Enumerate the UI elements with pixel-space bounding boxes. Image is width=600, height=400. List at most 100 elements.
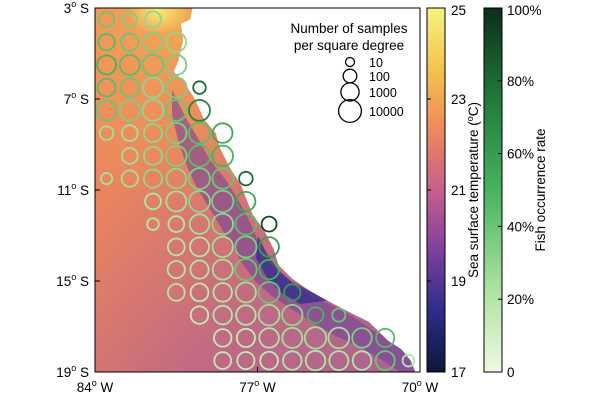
x-tick-label: 77o W <box>239 378 276 395</box>
sample-bubble <box>236 351 256 371</box>
x-tick-label: 84o W <box>77 378 114 395</box>
sample-bubble <box>213 351 233 370</box>
sample-bubble <box>304 349 327 372</box>
sample-bubble <box>144 192 162 211</box>
x-tick-label: 70o W <box>402 378 439 395</box>
sample-bubble <box>257 281 281 304</box>
sample-bubble <box>257 303 281 327</box>
sample-bubble <box>188 99 211 122</box>
size-legend-circle <box>340 82 360 102</box>
y-tick-label: 7o S <box>64 90 89 107</box>
fish-tick-label: 20% <box>507 292 534 307</box>
sample-bubble <box>328 350 350 372</box>
sample-bubble <box>165 190 188 213</box>
size-legend-circle <box>337 98 363 124</box>
sample-bubbles <box>95 10 416 372</box>
sample-bubble <box>121 124 139 142</box>
fish-tick-label: 100% <box>507 3 542 18</box>
fish-colorbar-gradient <box>483 7 503 373</box>
sample-bubble <box>234 212 258 236</box>
sample-bubble <box>120 169 139 188</box>
fish-colorbar-label: Fish occurrence rate <box>533 128 548 251</box>
sample-bubble <box>213 328 233 348</box>
sample-bubble <box>188 167 211 190</box>
sample-bubble <box>211 212 234 236</box>
sst-colorbar: 17 19 21 23 25 Sea surface temperature (oC) <box>426 3 481 380</box>
fish-tick-label: 0 <box>507 365 515 380</box>
sample-bubble <box>327 326 351 350</box>
sample-bubble <box>146 217 160 231</box>
sample-bubble <box>188 190 211 213</box>
size-legend-title-line1: Number of samples <box>290 21 407 36</box>
sample-bubble <box>189 259 210 280</box>
sample-bubble <box>212 122 234 144</box>
sample-bubble <box>167 215 186 233</box>
size-legend-label: 1000 <box>369 86 397 100</box>
sample-bubble <box>351 327 373 349</box>
sample-bubble <box>211 258 234 281</box>
sst-tick-label: 17 <box>451 365 466 380</box>
y-tick-label: 3o S <box>64 0 89 16</box>
cold-upwelling-band <box>172 90 415 372</box>
sample-bubble <box>142 168 163 189</box>
fish-tick-label: 40% <box>507 219 534 234</box>
sample-bubble <box>189 282 210 303</box>
size-legend-label: 10 <box>369 56 383 70</box>
sample-bubble <box>283 283 302 302</box>
sample-bubble <box>187 121 211 145</box>
sample-bubble <box>143 123 163 143</box>
sample-bubble <box>165 53 188 76</box>
sample-bubble <box>238 170 254 187</box>
x-axis: 84o W 77o W 70o W <box>77 367 439 395</box>
sample-bubble <box>165 122 188 145</box>
sample-bubble <box>374 350 396 372</box>
fish-tick-label: 60% <box>507 147 534 162</box>
sample-bubble <box>258 327 280 349</box>
sample-bubble <box>97 33 116 52</box>
land-mass <box>169 8 420 372</box>
y-axis: 3o S 7o S 11o S 15o S 19o S <box>56 0 100 380</box>
sample-bubble <box>260 215 278 233</box>
sample-bubble <box>211 167 234 190</box>
sample-bubble <box>119 77 140 98</box>
sst-tick-label: 21 <box>451 183 466 198</box>
sample-bubble <box>121 11 138 28</box>
sample-bubble <box>234 281 257 304</box>
sample-bubble <box>118 99 141 122</box>
sample-bubble <box>165 76 188 99</box>
y-tick-label: 19o S <box>56 363 89 380</box>
sample-bubble <box>98 125 115 141</box>
y-tick-label: 11o S <box>57 181 89 198</box>
sample-bubble <box>211 235 234 258</box>
sample-bubble <box>258 236 280 258</box>
sample-bubble <box>192 80 207 95</box>
sample-bubble <box>351 350 373 371</box>
sample-bubble <box>375 327 396 348</box>
map-panel <box>95 8 420 372</box>
sample-bubble <box>166 283 186 302</box>
size-legend-circle <box>344 56 356 68</box>
sample-bubble <box>212 304 233 326</box>
sample-bubble <box>212 282 233 303</box>
sample-bubble <box>96 54 118 76</box>
sample-bubble <box>234 235 258 259</box>
sample-size-legend: Number of samples per square degree 1010… <box>290 21 408 124</box>
sample-bubble <box>95 99 118 122</box>
sample-bubble <box>259 350 279 371</box>
sample-bubble <box>100 172 114 186</box>
sample-bubble <box>281 303 304 327</box>
sample-bubble <box>282 350 303 371</box>
sample-bubble <box>96 77 117 98</box>
sample-bubble <box>258 258 280 281</box>
sample-bubble <box>331 307 347 323</box>
sample-bubble <box>98 11 115 28</box>
sample-bubble <box>187 144 212 168</box>
sample-bubble <box>143 146 163 166</box>
sample-bubble <box>121 147 139 165</box>
y-tick-label: 15o S <box>56 272 89 289</box>
sample-bubble <box>141 99 165 122</box>
fish-tick-label: 80% <box>507 74 534 89</box>
sample-bubble <box>165 144 188 167</box>
sample-bubble <box>235 327 256 348</box>
